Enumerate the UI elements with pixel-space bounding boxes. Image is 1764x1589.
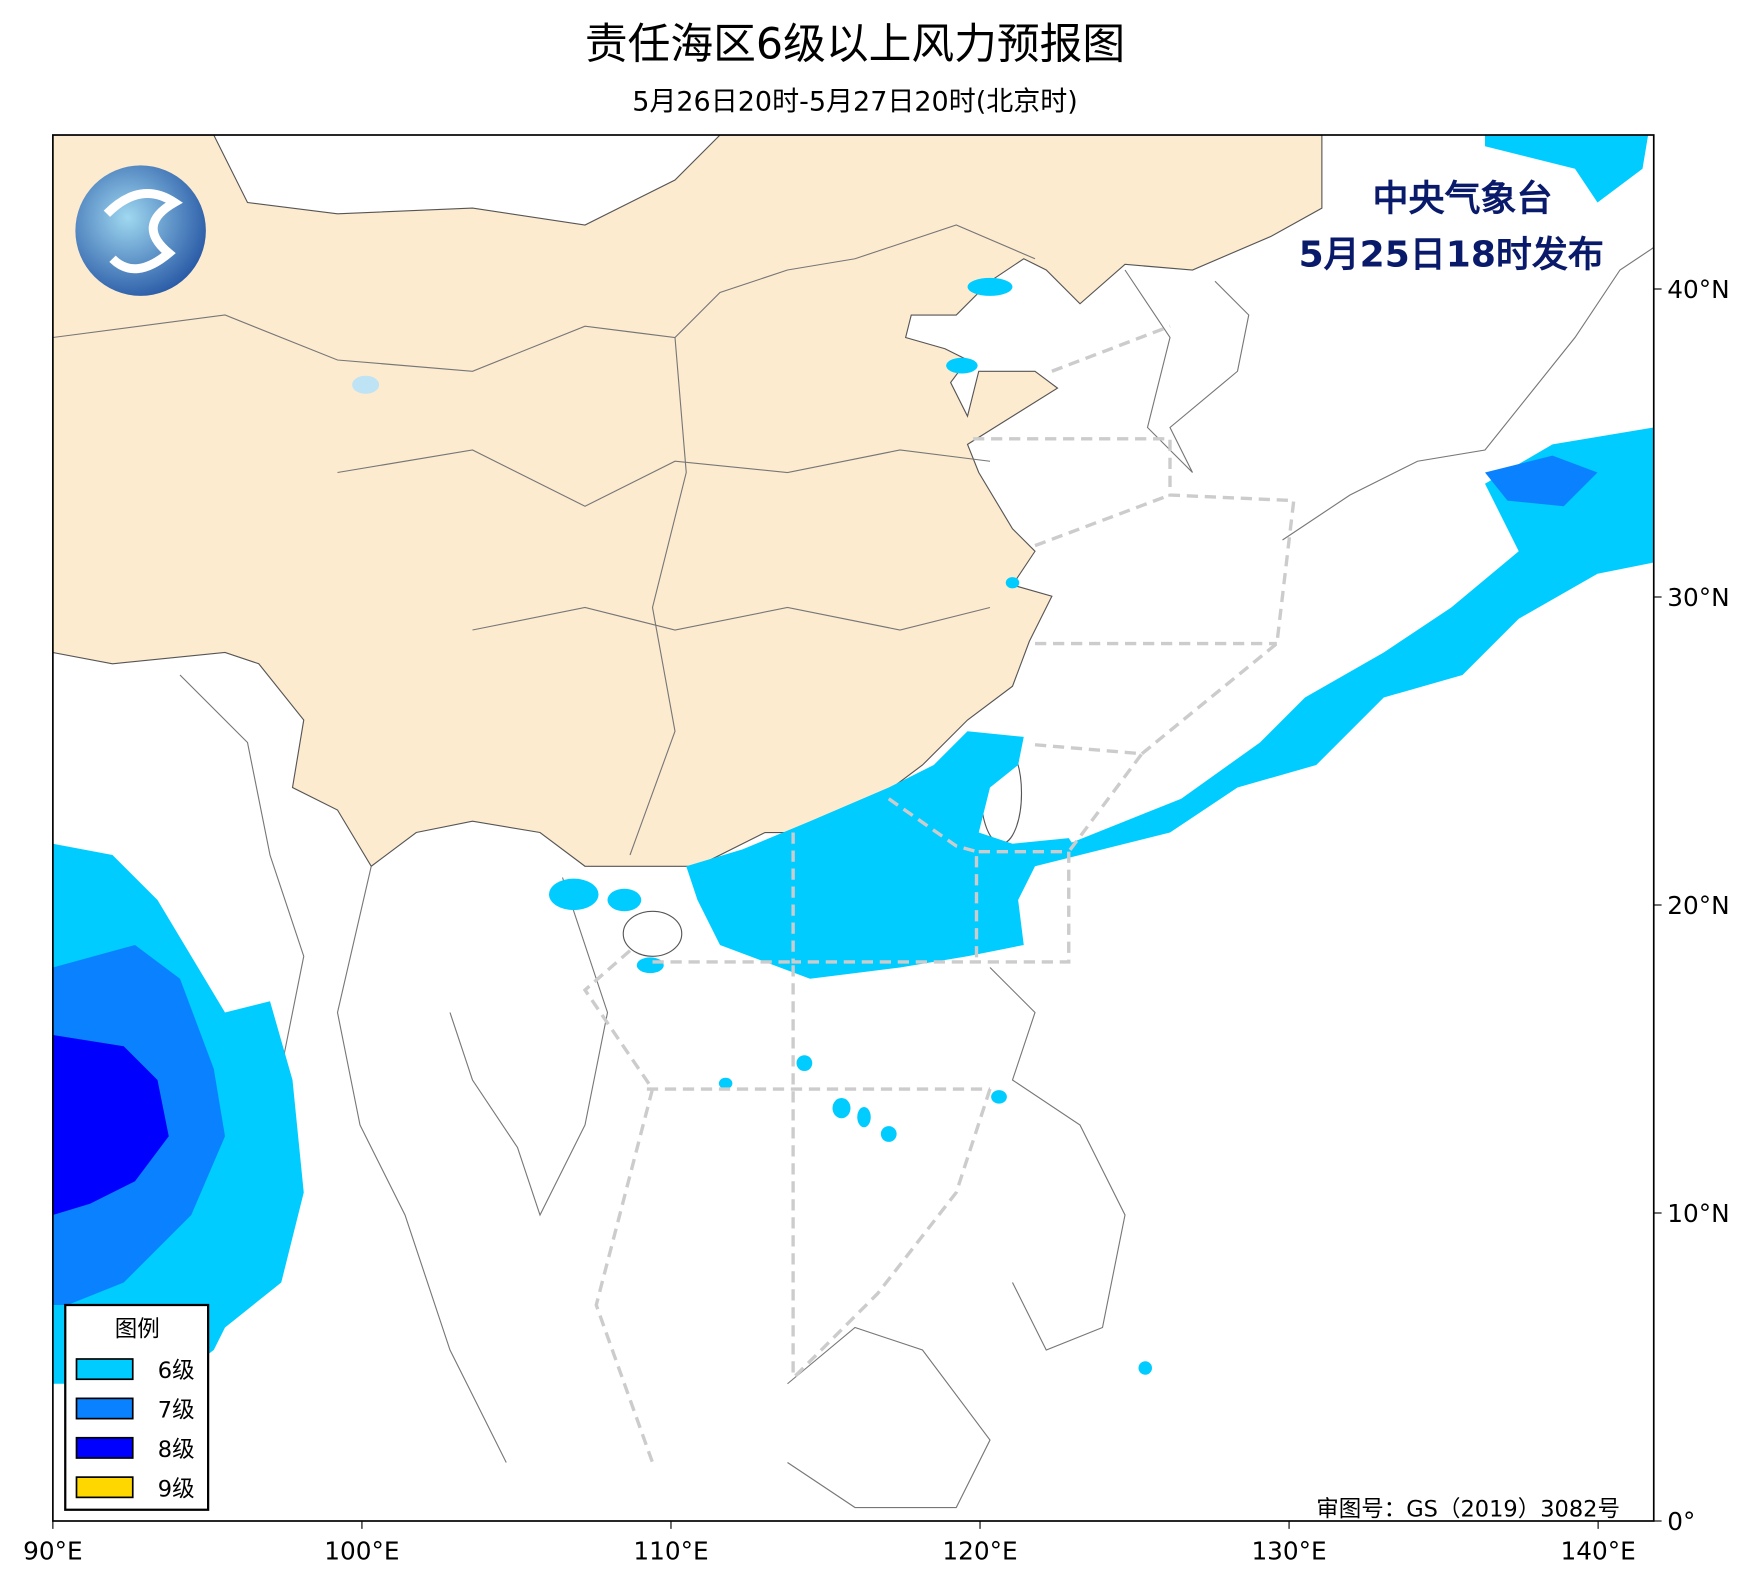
- legend-label: 6级: [158, 1358, 195, 1384]
- map-area: [52, 135, 1654, 1521]
- legend: 图例 6级 7级 8级 9级: [64, 1303, 210, 1511]
- x-tick-label: 90°E: [23, 1536, 83, 1565]
- subtitle: 5月26日20时-5月27日20时(北京时): [632, 86, 1078, 117]
- hainan: [622, 910, 683, 957]
- logo: [75, 165, 206, 296]
- sea-zones: [582, 324, 1296, 1464]
- x-tick-label: 110°E: [633, 1536, 708, 1565]
- x-tick-label: 140°E: [1560, 1536, 1635, 1565]
- map-frame: [52, 134, 1655, 1522]
- legend-swatch: [75, 1476, 134, 1499]
- y-tick-label: 40°N: [1667, 275, 1729, 304]
- logo-mark: [103, 189, 183, 274]
- borders: [52, 224, 1654, 1509]
- y-tick-label: 0°: [1667, 1507, 1695, 1536]
- issuer: 中央气象台: [1372, 178, 1552, 219]
- legend-label: 9级: [158, 1476, 195, 1502]
- y-tick-label: 20°N: [1667, 891, 1729, 920]
- issue-time: 5月25日18时发布: [1299, 235, 1604, 276]
- legend-swatch: [75, 1358, 134, 1381]
- china-land: [52, 135, 1323, 868]
- x-tick-label: 130°E: [1251, 1536, 1326, 1565]
- lake: [352, 375, 380, 394]
- title: 责任海区6级以上风力预报图: [585, 20, 1125, 70]
- wind-level-8: [52, 1035, 169, 1215]
- x-tick-label: 120°E: [942, 1536, 1017, 1565]
- y-tick-label: 30°N: [1667, 583, 1729, 612]
- legend-label: 8级: [158, 1437, 195, 1463]
- legend-swatch: [75, 1397, 134, 1420]
- legend-title: 图例: [115, 1317, 160, 1343]
- y-tick-label: 10°N: [1667, 1199, 1729, 1228]
- x-tick-label: 100°E: [324, 1536, 399, 1565]
- legend-label: 7级: [158, 1398, 195, 1424]
- legend-swatch: [75, 1436, 134, 1459]
- wind-level-7: [1485, 455, 1598, 507]
- approval: 审图号：GS（2019）3082号: [1316, 1497, 1620, 1523]
